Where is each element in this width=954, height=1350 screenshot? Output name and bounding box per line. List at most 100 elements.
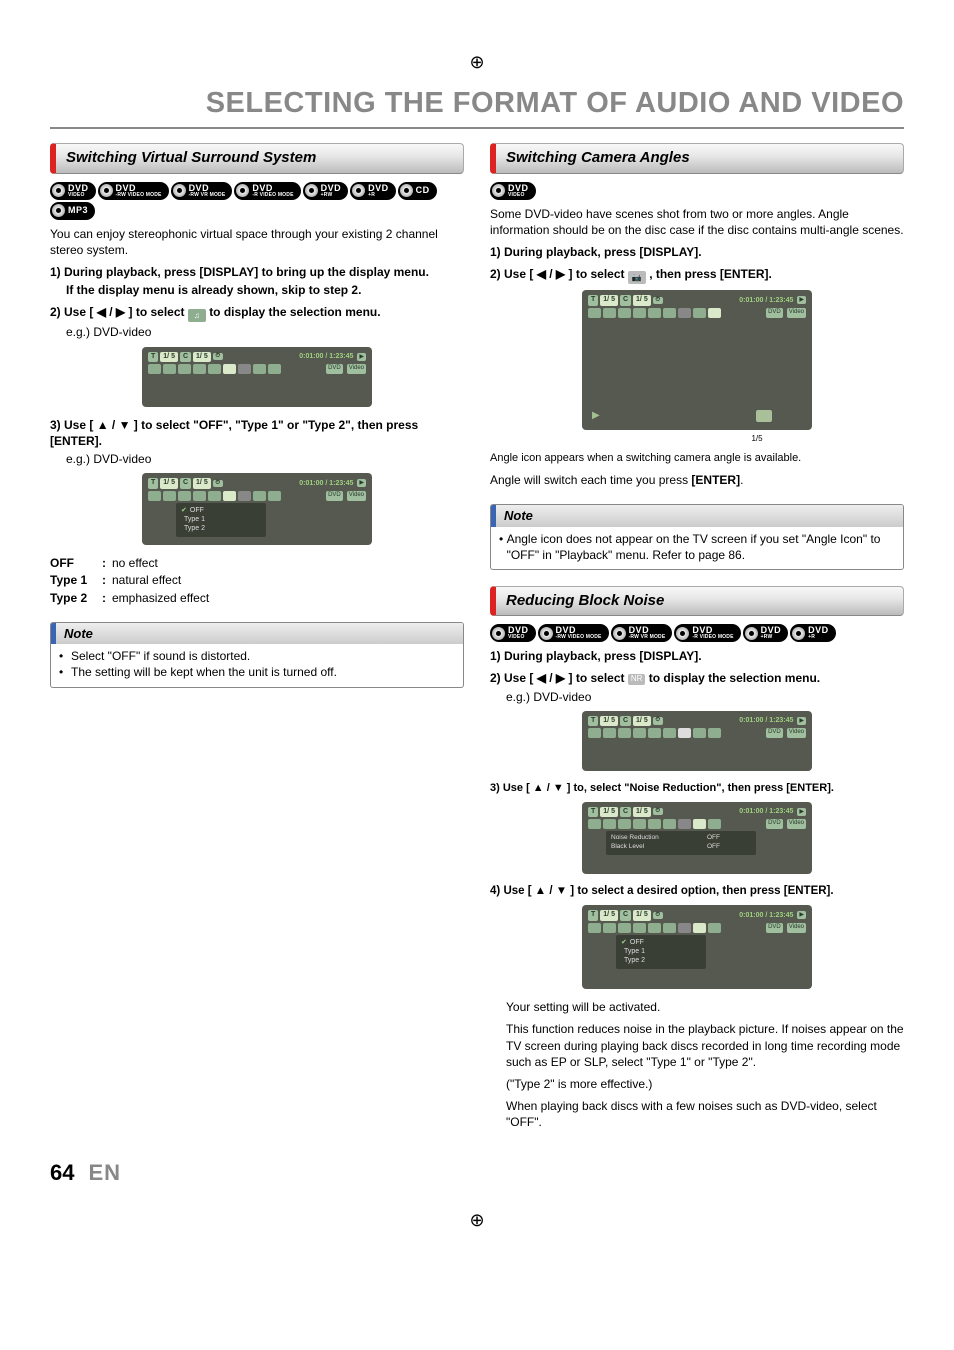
- step-text: During playback, press [DISPLAY] to brin…: [64, 265, 429, 279]
- note-body: •Select "OFF" if sound is distorted.•The…: [51, 644, 463, 686]
- page-title: SELECTING THE FORMAT OF AUDIO AND VIDEO: [50, 84, 904, 129]
- osd-video-chip: Video: [787, 728, 806, 738]
- format-badge: DVD-RW VIDEO MODE: [98, 182, 169, 200]
- step-text: Use [ ▲ / ▼ ] to select a desired option…: [503, 885, 833, 897]
- angle-caption: 1/5: [610, 434, 904, 445]
- osd-arrow-icon: ▶: [357, 479, 366, 487]
- osd-dvd-chip: DVD: [766, 308, 783, 318]
- noise-step3: 3) Use [ ▲ / ▼ ] to, select "Noise Reduc…: [490, 781, 904, 796]
- camera-intro: Some DVD-video have scenes shot from two…: [490, 206, 904, 238]
- osd-chap-count: 1/ 5: [193, 352, 211, 362]
- format-badge: DVD-RW VR MODE: [611, 624, 673, 642]
- badge-row-virtual: DVDVIDEODVD-RW VIDEO MODEDVD-RW VR MODED…: [50, 182, 464, 220]
- osd-video-chip: Video: [347, 491, 366, 501]
- noise-para: This function reduces noise in the playb…: [506, 1021, 904, 1070]
- osd-arrow-icon: ▶: [797, 911, 806, 919]
- osd-play-indicator: ▶: [592, 409, 600, 423]
- after2-bold: [ENTER]: [691, 473, 740, 487]
- def-row: Type 2: emphasized effect: [50, 590, 464, 606]
- osd-icon-row: DVD Video: [588, 923, 806, 933]
- osd-menu-item: ✔OFF: [621, 938, 701, 947]
- format-badge: DVD+R: [790, 624, 836, 642]
- step-text-post: , then press [ENTER].: [649, 267, 772, 281]
- osd-display-virtual-1: T 1/ 5 C 1/ 5 ⏱ 0:01:00 / 1:23:45 ▶ DVD …: [142, 347, 372, 407]
- osd-video-chip: Video: [787, 308, 806, 318]
- osd-clock-icon: ⏱: [653, 717, 663, 724]
- osd-title-count: 1/ 5: [160, 478, 178, 488]
- osd-clock-icon: ⏱: [653, 912, 663, 919]
- format-badge: DVDVIDEO: [50, 182, 96, 200]
- format-badge: CD: [398, 182, 437, 200]
- osd-title-count: 1/ 5: [600, 716, 618, 726]
- osd-menu-item: Type 1: [621, 947, 701, 956]
- osd-dvd-chip: DVD: [766, 923, 783, 933]
- osd-display-noise-2: T 1/ 5 C 1/ 5 ⏱ 0:01:00 / 1:23:45 ▶ DVD …: [582, 802, 812, 874]
- osd-dvd-chip: DVD: [326, 491, 343, 501]
- step-number: 2): [490, 267, 501, 281]
- step-text-pre: Use [ ◀ / ▶ ] to select: [64, 305, 188, 319]
- virtual-step2: 2) Use [ ◀ / ▶ ] to select ♫ to display …: [50, 304, 464, 322]
- step-text: During playback, press [DISPLAY].: [504, 649, 702, 663]
- osd-title-count: 1/ 5: [160, 352, 178, 362]
- right-column: Switching Camera Angles DVDVIDEO Some DV…: [490, 143, 904, 1136]
- osd-display-noise-3: T 1/ 5 C 1/ 5 ⏱ 0:01:00 / 1:23:45 ▶ DVD …: [582, 905, 812, 989]
- osd-video-chip: Video: [787, 819, 806, 829]
- osd-chap-chip: C: [620, 716, 631, 726]
- note-bullet: •The setting will be kept when the unit …: [59, 664, 455, 680]
- camera-after-2: Angle will switch each time you press [E…: [490, 472, 904, 488]
- osd-chap-chip: C: [620, 807, 631, 817]
- osd-title-chip: T: [148, 478, 158, 488]
- step-text-pre: Use [ ◀ / ▶ ] to select: [504, 671, 628, 685]
- step-text: Use [ ▲ / ▼ ] to select "OFF", "Type 1" …: [50, 418, 418, 448]
- format-badge: DVDVIDEO: [490, 624, 536, 642]
- def-row: OFF: no effect: [50, 555, 464, 571]
- osd-chap-chip: C: [180, 478, 191, 488]
- step-text-pre: Use [ ◀ / ▶ ] to select: [504, 267, 628, 281]
- note-title: Note: [51, 623, 463, 645]
- virtual-step2-eg: e.g.) DVD-video: [66, 324, 464, 340]
- osd-time: 0:01:00 / 1:23:45: [299, 352, 353, 361]
- noise-activated: Your setting will be activated.: [506, 999, 904, 1015]
- osd-chap-count: 1/ 5: [633, 910, 651, 920]
- osd-clock-icon: ⏱: [213, 353, 223, 360]
- osd-title-chip: T: [588, 295, 598, 305]
- virtual-step1-extra: If the display menu is already shown, sk…: [66, 282, 464, 298]
- format-badge: DVD-RW VIDEO MODE: [538, 624, 609, 642]
- osd-menu-item: Noise ReductionOFF: [611, 834, 751, 843]
- osd-clock-icon: ⏱: [653, 297, 663, 304]
- virtual-step3-eg: e.g.) DVD-video: [66, 451, 464, 467]
- step-number: 3): [50, 418, 61, 432]
- step-text-post: to display the selection menu.: [209, 305, 380, 319]
- osd-chap-chip: C: [620, 910, 631, 920]
- noise-para2: ("Type 2" is more effective.): [506, 1076, 904, 1092]
- osd-title-chip: T: [588, 716, 598, 726]
- note-title: Note: [491, 505, 903, 527]
- step-number: 4): [490, 885, 500, 897]
- page-number: 64: [50, 1158, 74, 1188]
- camera-step2: 2) Use [ ◀ / ▶ ] to select 📷 , then pres…: [490, 266, 904, 284]
- format-badge: DVD+R: [350, 182, 396, 200]
- osd-dvd-chip: DVD: [766, 819, 783, 829]
- badge-row-camera: DVDVIDEO: [490, 182, 904, 200]
- step-number: 3): [490, 782, 500, 794]
- format-badge: MP3: [50, 202, 95, 220]
- virtual-step3: 3) Use [ ▲ / ▼ ] to select "OFF", "Type …: [50, 417, 464, 449]
- registration-mark-bottom: ⊕: [50, 1208, 904, 1232]
- step-number: 1): [490, 649, 501, 663]
- virtual-intro: You can enjoy stereophonic virtual space…: [50, 226, 464, 258]
- format-badge: DVD-R VIDEO MODE: [234, 182, 300, 200]
- step-number: 1): [50, 265, 61, 279]
- note-virtual: Note •Select "OFF" if sound is distorted…: [50, 622, 464, 688]
- camera-step1: 1) During playback, press [DISPLAY].: [490, 244, 904, 260]
- osd-arrow-icon: ▶: [357, 353, 366, 361]
- format-badge: DVD+RW: [743, 624, 789, 642]
- angle-icon: 📷: [628, 271, 646, 284]
- osd-icon-row: DVD Video: [588, 308, 806, 318]
- after2-post: .: [740, 473, 743, 487]
- osd-menu-item: Type 2: [621, 956, 701, 965]
- osd-title-count: 1/ 5: [600, 807, 618, 817]
- format-badge: DVD-RW VR MODE: [171, 182, 233, 200]
- osd-icon-row: DVD Video: [588, 728, 806, 738]
- osd-arrow-icon: ▶: [797, 808, 806, 816]
- osd-chap-count: 1/ 5: [633, 716, 651, 726]
